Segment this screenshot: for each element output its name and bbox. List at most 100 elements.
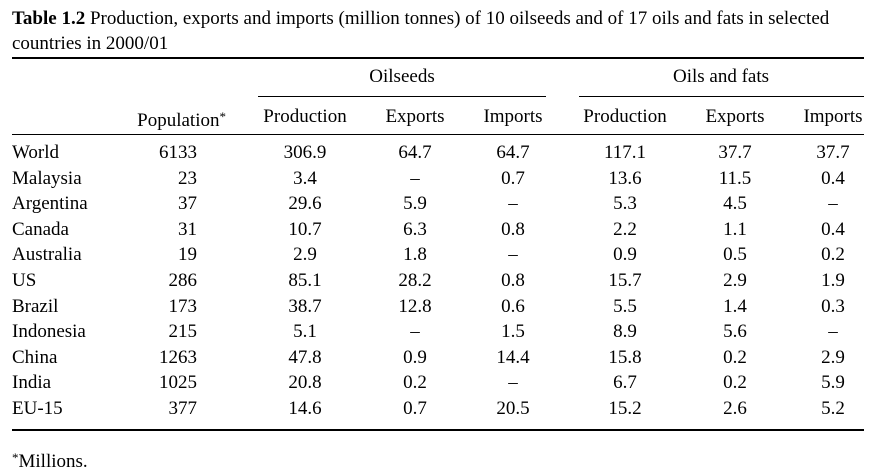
column-header-population: Population* [137,109,226,131]
population-cell: 19 [178,244,197,265]
country-cell: Malaysia [12,168,82,189]
bottom-rule [12,429,864,431]
top-rule [12,57,864,59]
oilseeds-cell: 0.2 [403,372,427,393]
country-cell: World [12,142,60,163]
oils-fats-cell: 15.7 [608,270,642,291]
oils-fats-cell: 5.9 [821,372,845,393]
table-label: Table 1.2 [12,8,86,29]
oilseeds-cell: – [508,193,518,214]
header-rule [12,134,864,135]
population-cell: 1025 [159,372,197,393]
column-header-oilseeds-0: Production [263,106,347,127]
country-cell: China [12,347,58,368]
table-caption: Table 1.2 Production, exports and import… [12,6,872,56]
population-cell: 37 [178,193,197,214]
oils-fats-cell: 1.9 [821,270,845,291]
footnote: *Millions. [12,450,88,472]
oils-fats-cell: 2.6 [723,398,747,419]
oils-fats-cell: 2.2 [613,219,637,240]
oilseeds-cell: 0.9 [403,347,427,368]
oils-fats-cell: 5.3 [613,193,637,214]
oilseeds-cell: 0.6 [501,296,525,317]
oilseeds-cell: 20.8 [288,372,322,393]
oils-fats-cell: 1.4 [723,296,747,317]
oilseeds-cell: 0.8 [501,219,525,240]
oilseeds-cell: 5.9 [403,193,427,214]
country-cell: EU-15 [12,398,63,419]
oils-fats-cell: 0.2 [723,372,747,393]
oilseeds-cell: 29.6 [288,193,322,214]
country-cell: US [12,270,37,291]
oils-fats-cell: 2.9 [723,270,747,291]
oils-fats-cell: 0.5 [723,244,747,265]
oilseeds-cell: 14.4 [496,347,530,368]
oilseeds-cell: 6.3 [403,219,427,240]
oilseeds-cell: 12.8 [398,296,432,317]
column-header-oilseeds-1: Exports [385,106,445,127]
oilseeds-cell: 64.7 [398,142,432,163]
population-cell: 6133 [159,142,197,163]
oilseeds-group-rule [258,96,546,97]
population-cell: 31 [178,219,197,240]
country-cell: Canada [12,219,69,240]
country-cell: Australia [12,244,82,265]
oilseeds-cell: 20.5 [496,398,530,419]
oils-fats-cell: 15.8 [608,347,642,368]
population-cell: 377 [168,398,198,419]
table-title: Production, exports and imports (million… [12,8,830,54]
oils-fats-cell: 0.3 [821,296,845,317]
oilseeds-cell: 1.8 [403,244,427,265]
oilseeds-cell: 0.8 [501,270,525,291]
oilseeds-cell: 38.7 [288,296,322,317]
oilseeds-cell: 0.7 [501,168,525,189]
oilseeds-cell: – [410,168,420,189]
oils-fats-cell: 5.2 [821,398,845,419]
oilseeds-cell: 10.7 [288,219,322,240]
oilseeds-cell: 14.6 [288,398,322,419]
oils-fats-cell: 0.9 [613,244,637,265]
oils-fats-cell: 37.7 [816,142,850,163]
oilseeds-cell: 1.5 [501,321,525,342]
column-header-oils_fats-2: Imports [803,106,863,127]
oils-fats-cell: 0.4 [821,219,845,240]
oils-fats-cell: 13.6 [608,168,642,189]
oilseeds-cell: 0.7 [403,398,427,419]
oils-fats-cell: – [828,321,838,342]
oilseeds-cell: 47.8 [288,347,322,368]
oils-fats-cell: 5.6 [723,321,747,342]
country-cell: Brazil [12,296,59,317]
oils-fats-cell: 37.7 [718,142,752,163]
population-cell: 173 [168,296,198,317]
oils-fats-cell: 117.1 [603,142,647,163]
population-cell: 215 [168,321,198,342]
column-header-oils_fats-1: Exports [705,106,765,127]
oilseeds-cell: 3.4 [293,168,317,189]
oils-fats-cell: 2.9 [821,347,845,368]
oils-fats-cell: 5.5 [613,296,637,317]
country-cell: Argentina [12,193,88,214]
oils-fats-cell: 6.7 [613,372,637,393]
oils-fats-cell: 8.9 [613,321,637,342]
oilseeds-cell: 306.9 [283,142,327,163]
oils-fats-cell: 11.5 [718,168,752,189]
population-cell: 23 [178,168,197,189]
country-cell: Indonesia [12,321,86,342]
oilseeds-cell: – [508,372,518,393]
oils-fats-cell: 0.4 [821,168,845,189]
oils-fats-cell: 0.2 [821,244,845,265]
oils-fats-cell: 15.2 [608,398,642,419]
oils-fats-cell: 1.1 [723,219,747,240]
country-cell: India [12,372,52,393]
oilseeds-cell: 2.9 [293,244,317,265]
column-header-oilseeds-2: Imports [483,106,543,127]
population-cell: 1263 [159,347,197,368]
oilseeds-cell: 28.2 [398,270,432,291]
population-cell: 286 [168,270,198,291]
oils-fats-cell: – [828,193,838,214]
oilseeds-cell: – [508,244,518,265]
oilseeds-cell: 64.7 [496,142,530,163]
column-header-oils_fats-0: Production [583,106,667,127]
oils-fats-cell: 0.2 [723,347,747,368]
oils-fats-cell: 4.5 [723,193,747,214]
